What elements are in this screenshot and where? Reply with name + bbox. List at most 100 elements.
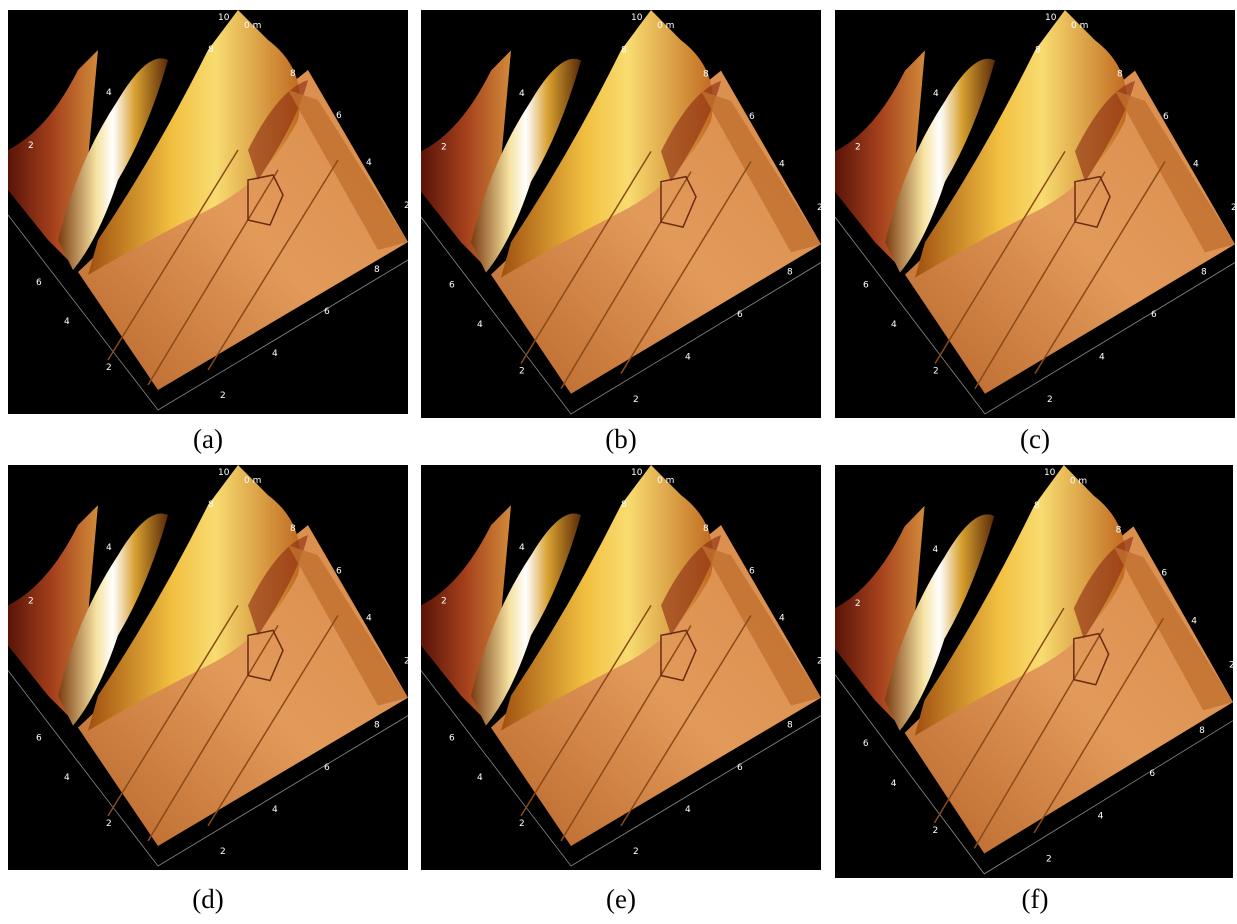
panel-label: (b) — [571, 424, 671, 455]
tick-label: 2 — [1229, 660, 1233, 670]
tick-label: 4 — [519, 543, 525, 553]
tick-label: 6 — [449, 281, 455, 291]
tick-label: 4 — [106, 543, 112, 553]
tick-label: 10 — [218, 468, 230, 478]
tick-label: 2 — [817, 203, 821, 213]
tick-label: 2 — [404, 656, 408, 666]
tick-label: 8 — [621, 45, 627, 55]
figure: 2 4 8 10 0 m 8 6 4 2 2 4 6 8 6 4 2 (a) 2 4 8 10 0 m 8 6 4 2 2 4 6 8 6 4… — [0, 0, 1237, 924]
tick-label: 6 — [863, 281, 869, 291]
surface — [421, 10, 821, 414]
tick-label: 10 — [1044, 468, 1056, 478]
tick-label: 4 — [1099, 352, 1105, 362]
tick-label: 6 — [449, 734, 455, 744]
tick-label: 4 — [477, 773, 483, 783]
tick-label: 4 — [685, 805, 691, 815]
surface — [835, 10, 1235, 414]
tick-label: 8 — [1201, 268, 1207, 278]
tick-label: 6 — [737, 763, 743, 773]
tick-label: 2 — [220, 847, 226, 857]
tick-label: 8 — [208, 500, 214, 510]
tick-label: 2 — [855, 599, 861, 609]
tick-label: 8 — [787, 268, 793, 278]
tick-label: 4 — [685, 352, 691, 362]
tick-label: 6 — [324, 307, 330, 317]
tick-label: 4 — [933, 89, 939, 99]
surface — [8, 10, 408, 410]
tick-label: 0 m — [657, 21, 674, 31]
tick-label: 4 — [779, 160, 785, 170]
tick-label: 2 — [106, 819, 112, 829]
tick-label: 4 — [366, 158, 372, 168]
tick-label: 10 — [631, 13, 643, 23]
tick-label: 4 — [272, 349, 278, 359]
tick-label: 4 — [1193, 160, 1199, 170]
tick-label: 8 — [787, 721, 793, 731]
tick-label: 8 — [1034, 501, 1040, 511]
tick-label: 6 — [336, 111, 342, 121]
panel-label: (c) — [985, 424, 1085, 455]
tick-label: 8 — [290, 69, 296, 79]
tick-label: 6 — [749, 566, 755, 576]
tick-label: 6 — [1151, 310, 1157, 320]
tick-label: 6 — [1161, 568, 1167, 578]
tick-label: 0 m — [244, 21, 261, 31]
tick-label: 4 — [891, 779, 897, 789]
tick-label: 2 — [933, 367, 939, 377]
tick-label: 8 — [374, 721, 380, 731]
tick-label: 8 — [1116, 525, 1122, 535]
surface — [8, 465, 408, 866]
panel-label: (e) — [571, 884, 671, 915]
tick-label: 4 — [366, 613, 372, 623]
tick-label: 8 — [374, 265, 380, 275]
panel-label: (f) — [985, 884, 1085, 915]
afm-image: 248100 m86422468642 — [835, 465, 1233, 878]
tick-label: 4 — [106, 88, 112, 98]
panel-label: (a) — [158, 424, 258, 455]
tick-label: 8 — [1035, 45, 1041, 55]
tick-label: 4 — [519, 89, 525, 99]
tick-label: 6 — [336, 566, 342, 576]
tick-label: 2 — [220, 391, 226, 401]
tick-label: 2 — [633, 847, 639, 857]
tick-label: 10 — [1045, 13, 1057, 23]
tick-label: 2 — [1231, 203, 1235, 213]
tick-label: 10 — [218, 13, 230, 23]
tick-label: 8 — [1199, 726, 1205, 736]
tick-label: 6 — [737, 310, 743, 320]
tick-label: 2 — [28, 596, 34, 606]
tick-label: 8 — [621, 500, 627, 510]
tick-label: 8 — [703, 524, 709, 534]
panel-label: (d) — [158, 884, 258, 915]
tick-label: 2 — [633, 395, 639, 405]
tick-label: 2 — [933, 826, 939, 836]
tick-label: 0 m — [657, 476, 674, 486]
afm-image: 248100 m86422468642 — [835, 10, 1235, 418]
tick-label: 4 — [779, 613, 785, 623]
tick-label: 2 — [441, 142, 447, 152]
tick-label: 2 — [1046, 855, 1052, 865]
tick-label: 0 m — [1070, 476, 1087, 486]
tick-label: 4 — [477, 320, 483, 330]
tick-label: 8 — [703, 70, 709, 80]
surface — [421, 465, 821, 866]
tick-label: 4 — [272, 805, 278, 815]
surface — [835, 465, 1233, 874]
tick-label: 6 — [1163, 112, 1169, 122]
tick-label: 6 — [36, 278, 42, 288]
tick-label: 6 — [36, 734, 42, 744]
tick-label: 6 — [324, 763, 330, 773]
tick-label: 0 m — [244, 476, 261, 486]
tick-label: 4 — [891, 320, 897, 330]
tick-label: 2 — [404, 201, 408, 211]
tick-label: 6 — [1149, 769, 1155, 779]
tick-label: 8 — [290, 524, 296, 534]
tick-label: 4 — [64, 773, 70, 783]
tick-label: 10 — [631, 468, 643, 478]
tick-label: 4 — [933, 545, 939, 555]
tick-label: 6 — [863, 739, 869, 749]
tick-label: 2 — [28, 141, 34, 151]
tick-label: 2 — [519, 819, 525, 829]
tick-label: 2 — [817, 656, 821, 666]
